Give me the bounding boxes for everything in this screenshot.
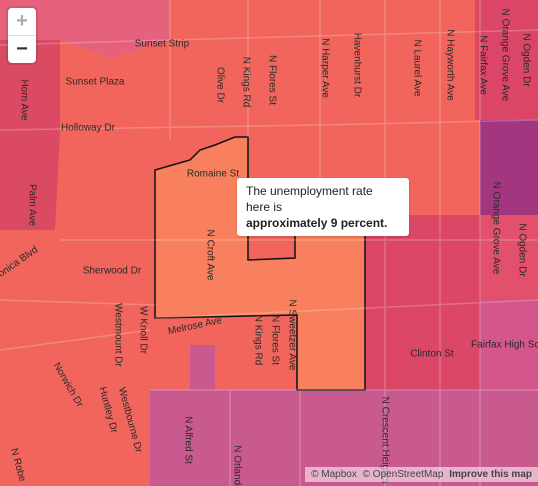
region [475,0,538,120]
region [365,215,480,390]
region [480,120,538,215]
street-label: N Fairfax Ave [477,35,488,95]
improve-link[interactable]: Improve this map [449,469,532,480]
street-label: Fairfax High Sch [471,340,538,351]
street-label: N Flores St [269,315,280,365]
street-label: N Kings Rd [240,57,251,108]
street-label: Holloway Dr [61,123,116,134]
region [480,215,538,300]
attribution: © Mapbox © OpenStreetMap Improve this ma… [305,467,538,482]
street-label: Olive Dr [214,67,225,104]
street-label: Clinton St [410,349,454,360]
street-label: N Crescent Heights [379,397,390,484]
street-label: Sunset Strip [135,39,190,50]
street-label: Romaine St [187,169,239,180]
tooltip: The unemployment rate here is approximat… [237,178,409,236]
street-label: N Ogden Dr [516,223,527,277]
street-label: Palm Ave [26,184,37,226]
street-label: N Sweetzer Ave [286,300,297,371]
attribution-link[interactable]: © Mapbox [311,469,357,480]
street-label: N Orange Grove Ave [499,9,510,102]
zoom-in-button[interactable]: + [8,8,36,36]
attribution-link[interactable]: © OpenStreetMap [362,469,444,480]
street-label: Sherwood Dr [83,266,142,277]
highlighted-region[interactable] [154,136,366,391]
street-label: Westmount Dr [112,303,123,367]
street-label: Sunset Plaza [66,77,125,88]
street-label: Havenhurst Dr [351,33,362,98]
tooltip-value: approximately 9 percent. [246,216,388,230]
street-label: N Orlando [231,445,242,486]
street-label: N Ogden Dr [520,33,531,87]
street-label: N Laurel Ave [411,39,422,97]
street-label: N Harper Ave [319,38,330,98]
street-label: N Kings Rd [252,315,263,366]
region [480,300,538,390]
street-label: N Hayworth Ave [444,29,455,101]
region [150,345,538,486]
street-label: N Flores St [266,55,277,105]
tooltip-text: The unemployment rate here is [246,184,373,214]
street-label: Horn Ave [18,80,29,121]
region [0,0,170,58]
zoom-out-button[interactable]: − [16,38,28,60]
street-label: N Orange Grove Ave [490,182,501,275]
street-label: N Alfred St [182,416,193,464]
zoom-control: + − [8,8,36,63]
street-label: W Knoll Dr [137,306,148,354]
street-label: N Croft Ave [204,230,215,281]
region [0,40,60,230]
